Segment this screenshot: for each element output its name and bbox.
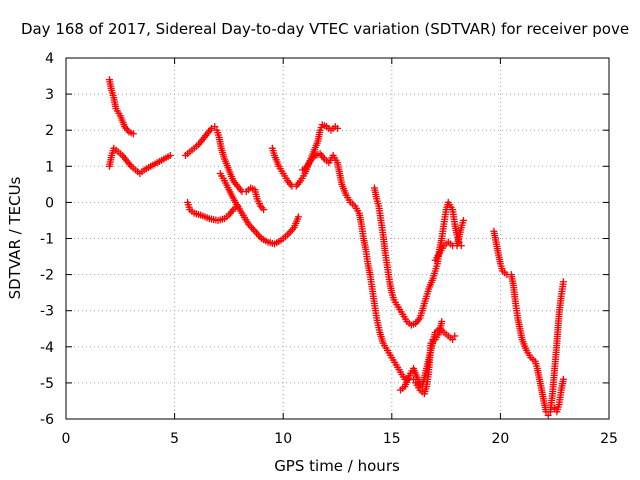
data-point: [544, 411, 552, 419]
x-tick-label: 25: [600, 431, 618, 447]
x-tick-label: 5: [170, 431, 179, 447]
data-point: [294, 213, 302, 221]
data-point: [449, 336, 457, 344]
x-tick-label: 0: [62, 431, 71, 447]
y-tick-labels: -6 -5 -4 -3 -2 -1 0 1 2 3 4: [40, 51, 54, 428]
y-tick-label: -2: [40, 268, 54, 284]
y-tick-label: 0: [45, 195, 54, 211]
y-tick-label: -4: [40, 340, 54, 356]
data-point: [129, 130, 137, 138]
data-point: [459, 216, 467, 224]
x-tick-label: 10: [274, 431, 292, 447]
x-tick-labels: 0 5 10 15 20 25: [62, 431, 618, 447]
plot-frame: [65, 57, 610, 420]
y-tick-label: -1: [40, 232, 54, 248]
x-tick-label: 15: [383, 431, 401, 447]
y-tick-label: -6: [40, 412, 54, 428]
data-points: [105, 76, 567, 419]
data-point: [260, 206, 268, 214]
x-axis-label: GPS time / hours: [274, 457, 400, 475]
y-tick-label: 1: [45, 159, 54, 175]
grid: [66, 58, 609, 419]
data-point: [334, 124, 341, 132]
data-point: [559, 278, 567, 286]
axis-ticks: [65, 57, 610, 420]
data-point: [559, 375, 567, 383]
y-tick-label: 3: [45, 87, 54, 103]
x-tick-label: 20: [491, 431, 509, 447]
data-point: [438, 318, 446, 326]
y-tick-label: -3: [40, 304, 54, 320]
y-axis-label: SDTVAR / TECUs: [6, 176, 24, 299]
y-tick-label: 4: [45, 51, 54, 67]
y-tick-label: -5: [40, 376, 54, 392]
chart-title: Day 168 of 2017, Sidereal Day-to-day VTE…: [21, 20, 629, 38]
data-point: [211, 123, 219, 131]
data-point: [451, 332, 459, 340]
y-tick-label: 2: [45, 123, 54, 139]
data-point: [166, 151, 174, 159]
